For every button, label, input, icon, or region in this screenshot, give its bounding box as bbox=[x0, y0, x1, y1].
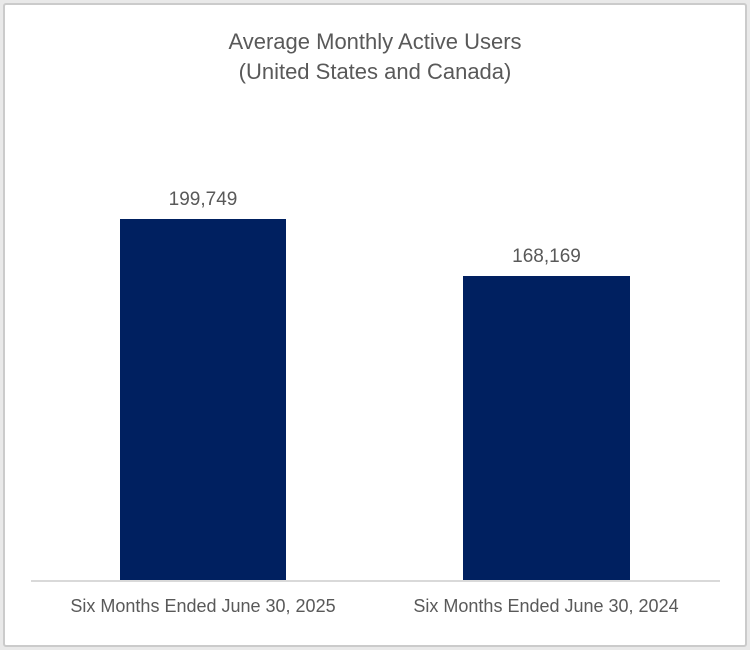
chart-title: Average Monthly Active Users bbox=[228, 29, 522, 54]
bar-group-2025: 199,749 bbox=[120, 189, 286, 580]
chart-subtitle: (United States and Canada) bbox=[238, 59, 512, 84]
data-label-2025: 199,749 bbox=[168, 189, 238, 210]
bar-2024 bbox=[463, 276, 630, 580]
plot-area: 199,749 168,169 bbox=[5, 5, 749, 580]
bar-2025 bbox=[120, 219, 286, 580]
chart-card: Average Monthly Active Users (United Sta… bbox=[3, 3, 747, 647]
x-axis-line bbox=[31, 580, 720, 582]
category-label-2025: Six Months Ended June 30, 2025 bbox=[70, 596, 336, 616]
data-label-2024: 168,169 bbox=[512, 246, 581, 267]
bar-group-2024: 168,169 bbox=[463, 246, 630, 580]
category-label-2024: Six Months Ended June 30, 2024 bbox=[413, 596, 679, 616]
chart-title-block: Average Monthly Active Users (United Sta… bbox=[5, 27, 745, 87]
